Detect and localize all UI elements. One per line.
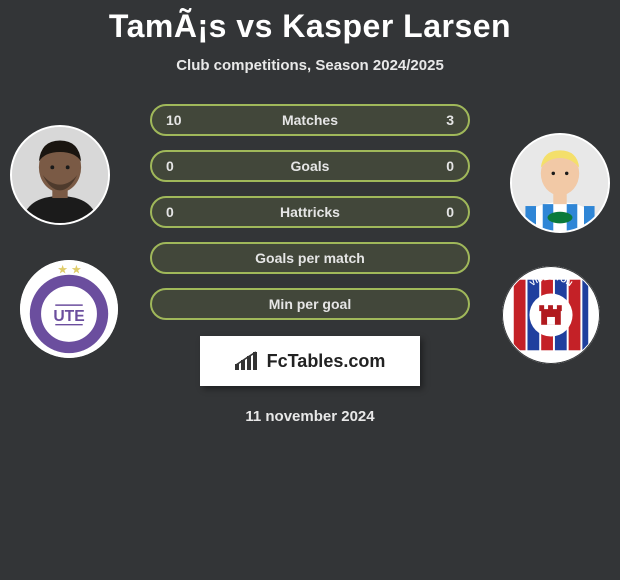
stat-left: 0 (166, 158, 196, 174)
page-title: TamÃ¡s vs Kasper Larsen (0, 0, 620, 45)
stat-right: 0 (424, 158, 454, 174)
chart-icon (235, 350, 261, 372)
brand-box: FcTables.com (200, 336, 420, 386)
stat-right: 3 (424, 112, 454, 128)
stat-pill: Min per goal (150, 288, 470, 320)
stat-left: 10 (166, 112, 196, 128)
stat-pill: 0Hattricks0 (150, 196, 470, 228)
stats-area: 10Matches30Goals00Hattricks0Goals per ma… (0, 104, 620, 425)
stat-label: Matches (196, 112, 424, 128)
stat-pill: 10Matches3 (150, 104, 470, 136)
stat-pill: Goals per match (150, 242, 470, 274)
stat-pill-list: 10Matches30Goals00Hattricks0Goals per ma… (150, 104, 470, 320)
stat-left: 0 (166, 204, 196, 220)
stat-label: Goals per match (196, 250, 424, 266)
stat-label: Hattricks (196, 204, 424, 220)
stat-right: 0 (424, 204, 454, 220)
stat-label: Min per goal (196, 296, 424, 312)
stat-label: Goals (196, 158, 424, 174)
stat-pill: 0Goals0 (150, 150, 470, 182)
brand-text: FcTables.com (267, 351, 386, 372)
subtitle: Club competitions, Season 2024/2025 (0, 57, 620, 74)
date-text: 11 november 2024 (0, 408, 620, 425)
